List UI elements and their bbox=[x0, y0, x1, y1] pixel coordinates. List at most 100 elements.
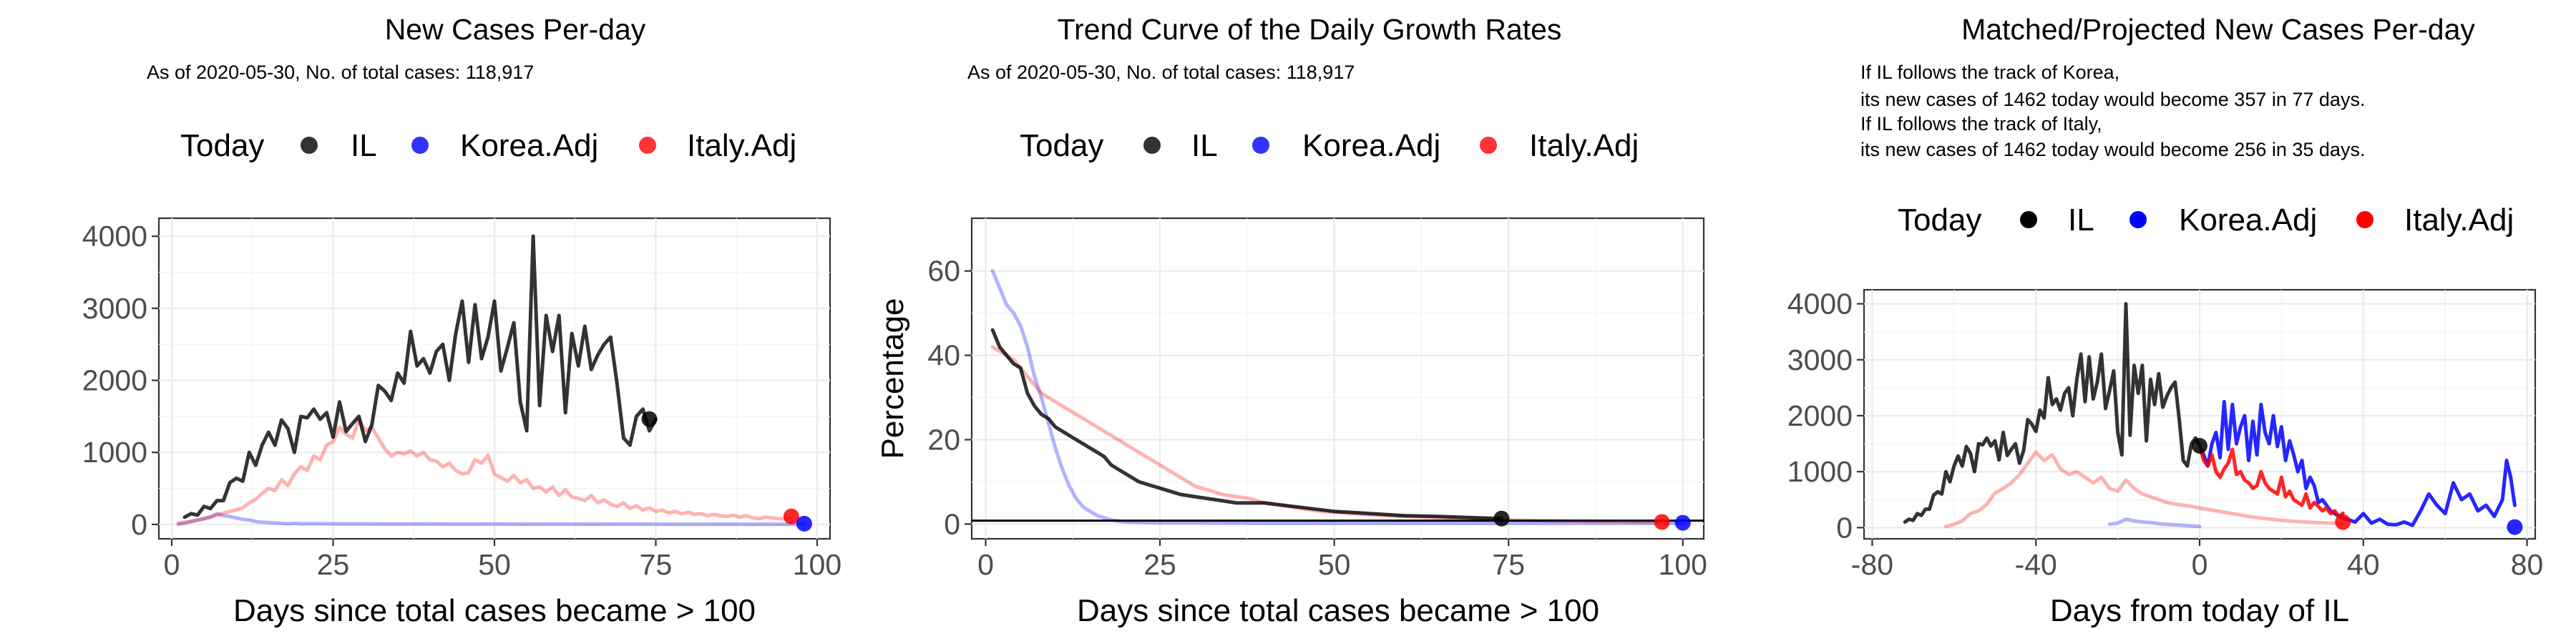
y-tick-label: 0 bbox=[944, 507, 960, 540]
legend-key-italy bbox=[1480, 137, 1497, 154]
annotation-line: its new cases of 1462 today would become… bbox=[1860, 139, 2365, 160]
chart-new-cases-per-day: New Cases Per-day As of 2020-05-30, No. … bbox=[82, 13, 841, 628]
today-point-korea bbox=[796, 515, 812, 532]
chart-matched-projected: Matched/Projected New Cases Per-day If I… bbox=[1787, 13, 2544, 628]
series-line-italy bbox=[2197, 444, 2345, 519]
legend-label-il: IL bbox=[2068, 203, 2094, 238]
today-point-korea bbox=[2507, 519, 2523, 535]
today-point-italy bbox=[2335, 514, 2351, 530]
y-tick-label: 20 bbox=[927, 423, 960, 456]
projection-notes: If IL follows the track of Korea, its ne… bbox=[1860, 62, 2365, 160]
legend-label-korea: Korea.Adj bbox=[2179, 203, 2317, 238]
x-tick-label: 50 bbox=[1318, 548, 1351, 581]
x-tick-label: 100 bbox=[1659, 548, 1707, 581]
series-lines bbox=[176, 234, 806, 527]
y-tick-label: 1000 bbox=[82, 436, 147, 469]
annotation-line: If IL follows the track of Korea, bbox=[1860, 62, 2119, 83]
series-line-korea bbox=[2107, 517, 2202, 529]
axis-ticks: -80 -40 0 40 80 0 1000 2000 3000 4000 bbox=[1787, 288, 2544, 581]
x-tick-label: 25 bbox=[317, 548, 350, 581]
legend-key-korea bbox=[1252, 137, 1269, 154]
legend-label-italy: Italy.Adj bbox=[687, 128, 796, 163]
series-line-korea bbox=[176, 512, 806, 527]
legend-key-italy bbox=[2356, 211, 2373, 228]
x-tick-label: 0 bbox=[977, 548, 994, 581]
chart-growth-rate-trend: Trend Curve of the Daily Growth Rates As… bbox=[875, 13, 1707, 628]
y-tick-label: 1000 bbox=[1787, 455, 1853, 488]
series-line-italy bbox=[1943, 450, 2345, 529]
legend-key-korea bbox=[411, 137, 429, 154]
legend-key-italy bbox=[639, 137, 656, 154]
today-point-italy bbox=[783, 508, 799, 525]
y-tick-label: 2000 bbox=[1787, 399, 1853, 432]
legend-label-il: IL bbox=[351, 128, 377, 163]
legend-label-italy: Italy.Adj bbox=[2404, 203, 2514, 238]
x-tick-label: 50 bbox=[478, 548, 511, 581]
series-line-il bbox=[1903, 302, 2202, 524]
y-tick-label: 3000 bbox=[1787, 343, 1853, 376]
annotation-line: If IL follows the track of Italy, bbox=[1860, 113, 2102, 135]
today-point-korea bbox=[1674, 514, 1691, 531]
series-line-korea bbox=[2197, 399, 2517, 527]
y-tick-label: 2000 bbox=[82, 364, 147, 397]
y-axis-label: Percentage bbox=[875, 298, 910, 459]
y-tick-label: 60 bbox=[927, 255, 960, 288]
legend-label-il: IL bbox=[1191, 128, 1218, 163]
legend-key-korea bbox=[2129, 211, 2147, 228]
today-points bbox=[641, 411, 812, 532]
chart-title: New Cases Per-day bbox=[385, 13, 646, 46]
gridlines bbox=[159, 218, 830, 539]
x-tick-label: 0 bbox=[2192, 548, 2208, 581]
gridlines bbox=[972, 218, 1704, 539]
legend-key-il bbox=[1143, 137, 1161, 154]
x-axis-label: Days since total cases became > 100 bbox=[233, 593, 756, 628]
legend-key-il bbox=[2020, 211, 2037, 228]
chart-title: Trend Curve of the Daily Growth Rates bbox=[1058, 13, 1562, 46]
series-lines bbox=[972, 269, 1704, 525]
today-points bbox=[1493, 510, 1691, 531]
chart-subtitle: As of 2020-05-30, No. of total cases: 11… bbox=[967, 62, 1355, 83]
x-tick-label: -40 bbox=[2015, 548, 2057, 581]
chart-subtitle: As of 2020-05-30, No. of total cases: 11… bbox=[147, 62, 534, 83]
legend-key-il bbox=[301, 137, 318, 154]
today-point-italy bbox=[1654, 514, 1670, 530]
y-tick-label: 4000 bbox=[1787, 288, 1853, 321]
legend-title: Today bbox=[1020, 128, 1103, 163]
axis-ticks: 0 25 50 75 100 0 20 40 60 bbox=[927, 255, 1707, 581]
x-axis-label: Days since total cases became > 100 bbox=[1077, 593, 1599, 628]
today-points bbox=[2192, 438, 2523, 535]
y-tick-label: 0 bbox=[131, 508, 147, 541]
legend-title: Today bbox=[1898, 203, 1981, 238]
plot-panel bbox=[970, 217, 1705, 540]
x-tick-label: 25 bbox=[1143, 548, 1176, 581]
x-tick-label: 80 bbox=[2511, 548, 2544, 581]
series-line-il bbox=[182, 234, 658, 519]
legend-label-italy: Italy.Adj bbox=[1529, 128, 1639, 163]
series-line-italy bbox=[176, 418, 794, 525]
y-tick-label: 0 bbox=[1836, 511, 1853, 544]
x-tick-label: 0 bbox=[164, 548, 180, 581]
chart-title: Matched/Projected New Cases Per-day bbox=[1961, 13, 2475, 46]
x-axis-label: Days from today of IL bbox=[2050, 593, 2349, 628]
gridlines bbox=[1864, 290, 2535, 539]
legend-title: Today bbox=[180, 128, 264, 163]
today-point-il bbox=[641, 411, 658, 427]
series-lines bbox=[1903, 302, 2517, 529]
y-tick-label: 40 bbox=[927, 339, 960, 372]
x-tick-label: 100 bbox=[793, 548, 841, 581]
legend-label-korea: Korea.Adj bbox=[1302, 128, 1440, 163]
y-tick-label: 3000 bbox=[82, 292, 147, 325]
annotation-line: its new cases of 1462 today would become… bbox=[1860, 89, 2365, 110]
legend: Today IL Korea.Adj Italy.Adj bbox=[1020, 128, 1639, 163]
legend-label-korea: Korea.Adj bbox=[460, 128, 598, 163]
today-point-il bbox=[1493, 510, 1510, 527]
x-tick-label: -80 bbox=[1851, 548, 1893, 581]
legend: Today IL Korea.Adj Italy.Adj bbox=[180, 128, 796, 163]
legend: Today IL Korea.Adj Italy.Adj bbox=[1898, 203, 2514, 238]
today-point-il bbox=[2192, 438, 2207, 454]
series-line-il bbox=[990, 328, 1503, 521]
y-tick-label: 4000 bbox=[82, 220, 147, 253]
x-tick-label: 75 bbox=[1492, 548, 1525, 581]
